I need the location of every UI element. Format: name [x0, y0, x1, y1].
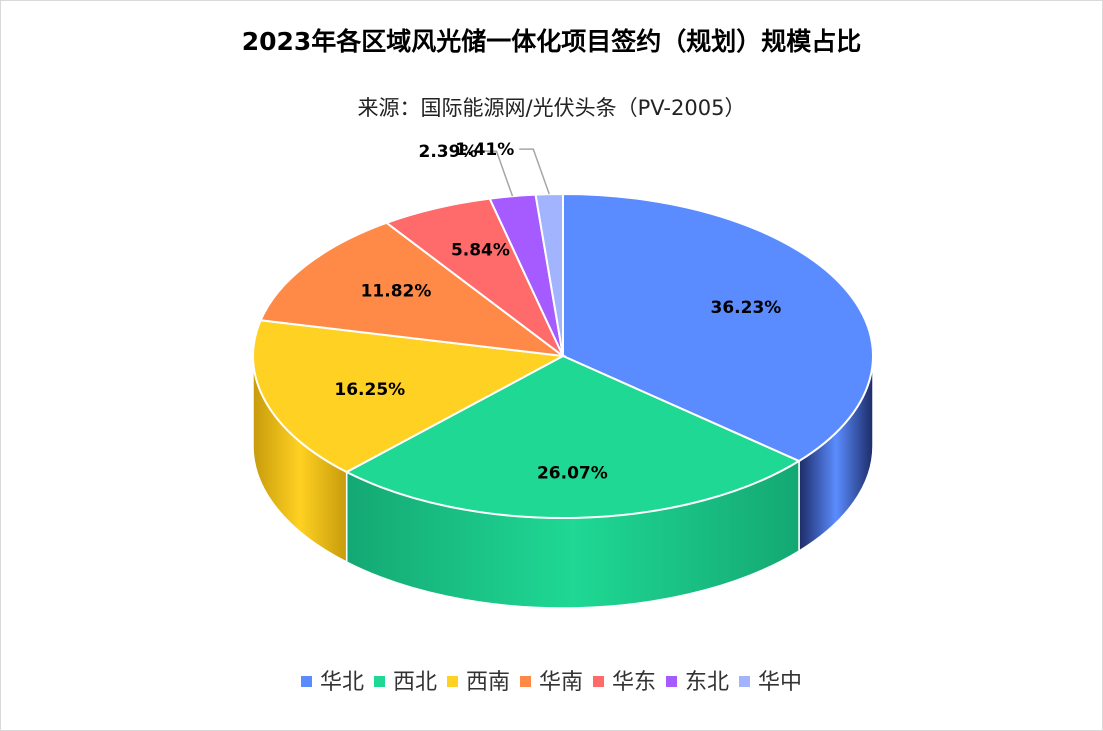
leader-line-东北 [482, 150, 514, 197]
legend-item-东北: 东北 [666, 664, 729, 696]
legend-label: 东北 [685, 670, 730, 695]
data-label-华东: 5.84% [451, 241, 510, 261]
legend-swatch [519, 675, 531, 687]
legend-item-华南: 华南 [519, 664, 583, 696]
legend-swatch [373, 675, 385, 687]
data-label-西北: 26.07% [537, 464, 608, 484]
legend-label: 西南 [465, 670, 510, 695]
data-label-华北: 36.23% [711, 298, 782, 318]
legend-item-西北: 西北 [373, 664, 437, 696]
pie-slice-华南 [259, 221, 567, 358]
legend-item-华东: 华东 [593, 664, 656, 696]
data-label-西南: 16.25% [334, 380, 405, 400]
data-label-华中: 1.41% [455, 140, 514, 160]
legend-item-西南: 西南 [446, 664, 510, 696]
legend-item-华中: 华中 [739, 664, 802, 696]
legend-label: 华南 [538, 670, 583, 695]
chart-subtitle: 来源：国际能源网/光伏头条（PV-2005） [357, 96, 746, 120]
chart-title: 2023年各区域风光储一体化项目签约（规划）规模占比 [241, 27, 862, 56]
legend-swatch [593, 675, 604, 687]
legend-label: 华北 [319, 670, 364, 695]
legend-label: 华东 [612, 670, 657, 695]
legend-swatch [739, 675, 751, 687]
data-label-东北: 2.39% [419, 142, 478, 162]
legend-swatch [666, 675, 678, 687]
legend-swatch [300, 675, 312, 687]
pie-slice-西北 [344, 354, 802, 519]
legend-item-华北: 华北 [300, 664, 364, 696]
pie-slice-西南 [252, 319, 567, 474]
legend-label: 西北 [392, 670, 437, 695]
leader-line-华中 [519, 148, 550, 195]
chart-legend: 华北 西北 西南 华南 华东 东北 华中 [0, 664, 1103, 696]
data-label-华南: 11.82% [361, 282, 432, 302]
legend-label: 华中 [758, 670, 803, 695]
pie-slice-华北 [562, 192, 874, 463]
legend-swatch [446, 675, 458, 687]
